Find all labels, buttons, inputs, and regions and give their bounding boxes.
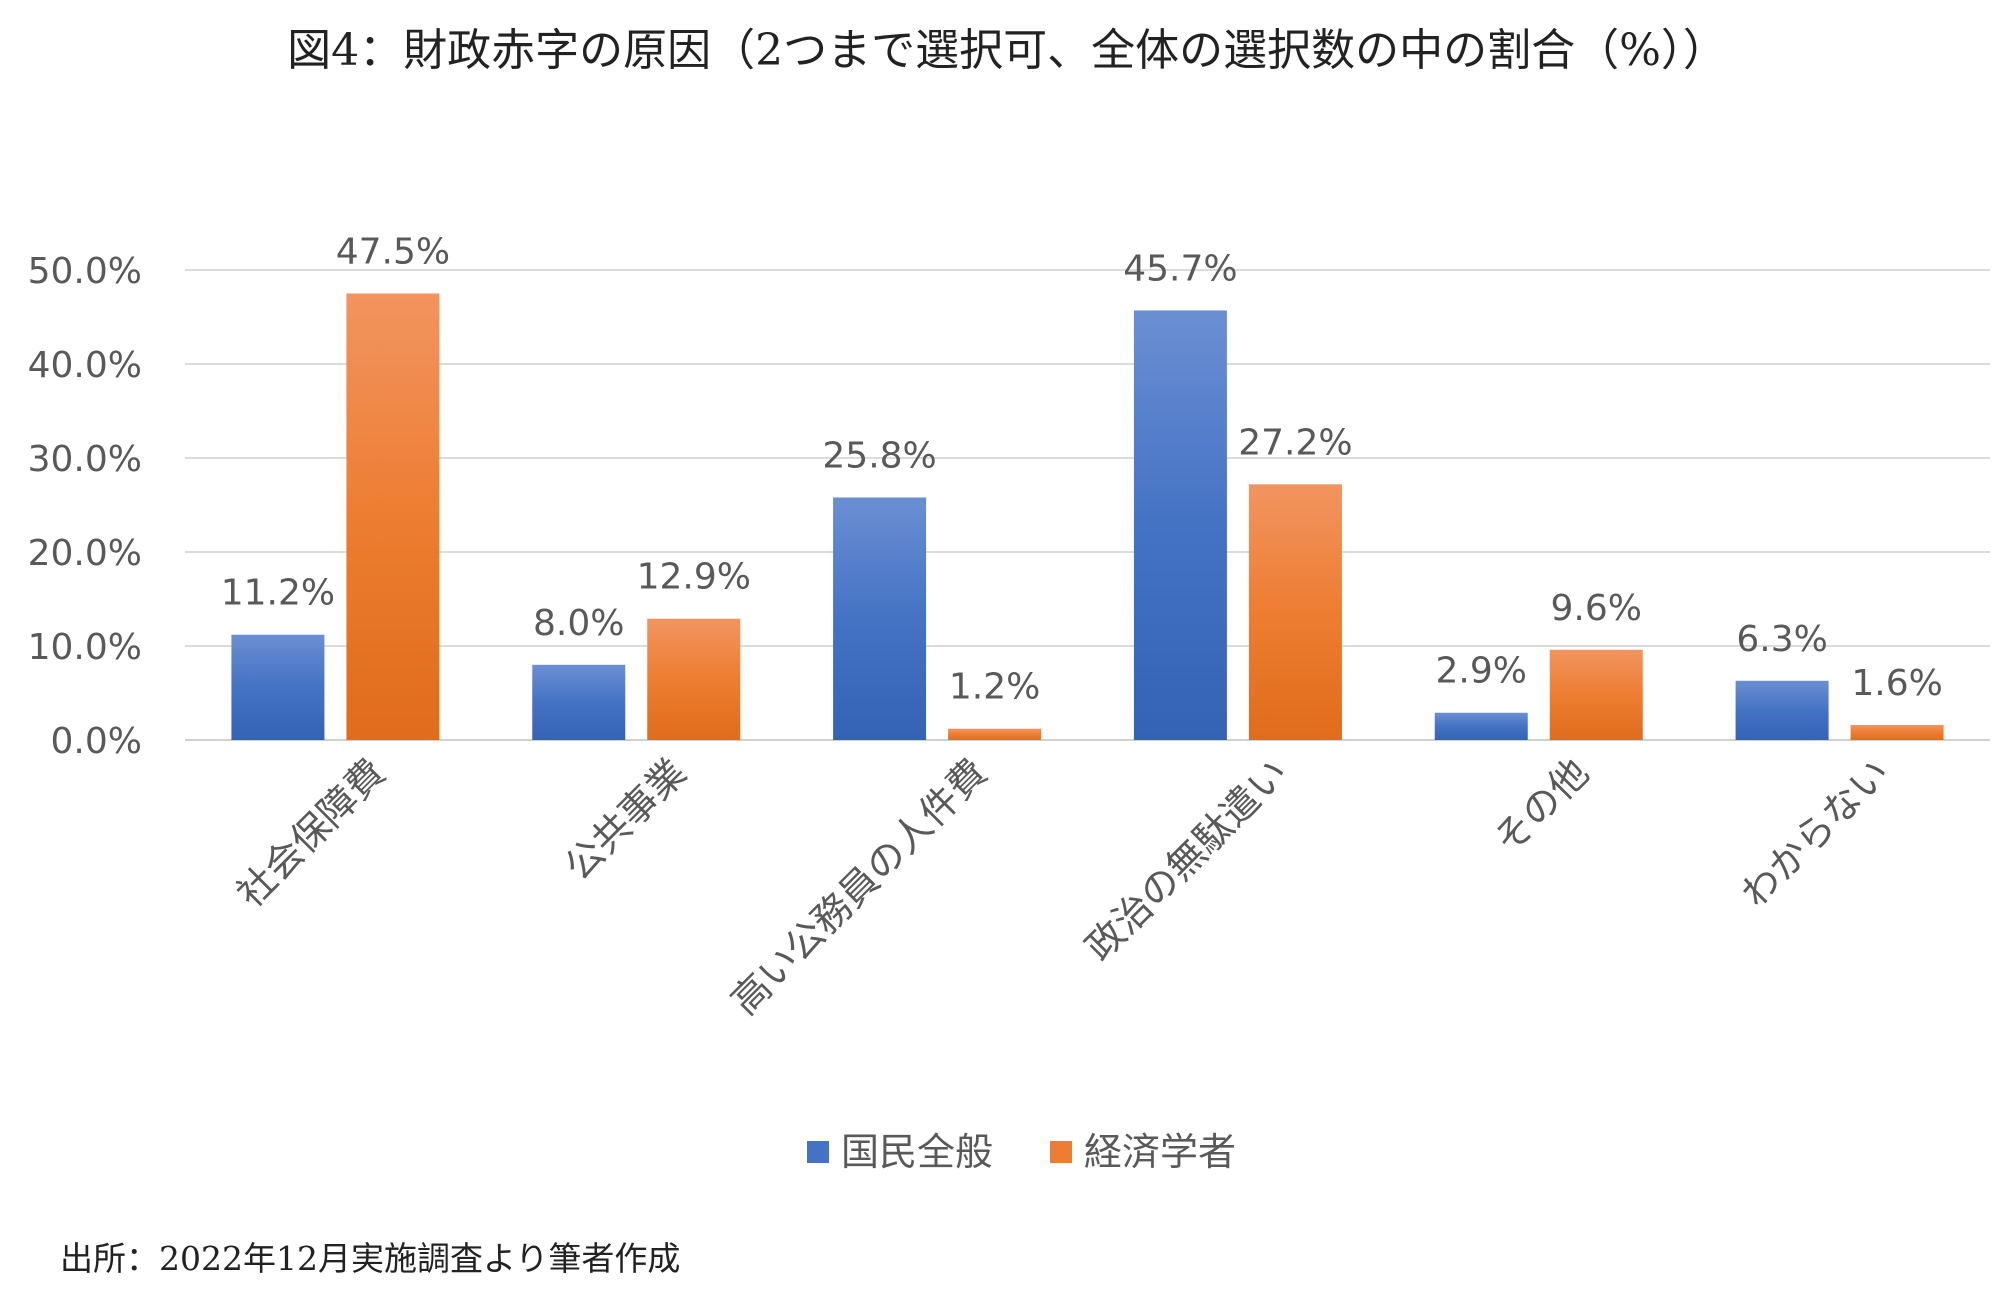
y-tick-label: 0.0%: [51, 721, 142, 762]
category-label: 社会保障費: [228, 750, 393, 915]
y-tick-label: 20.0%: [28, 533, 142, 574]
y-tick-label: 30.0%: [28, 439, 142, 480]
bar-general-public: [1735, 680, 1829, 740]
bar-general-public: [1434, 712, 1528, 740]
legend-swatch: [807, 1141, 829, 1163]
bar-economists: [1850, 724, 1944, 740]
bars: [231, 293, 1944, 740]
y-tick-label: 50.0%: [28, 251, 142, 292]
bar-economists: [346, 293, 440, 740]
bar-general-public: [231, 634, 325, 740]
category-labels: 社会保障費 公共事業 高い公務員の人件費 政治の無駄遣い その他 わからない: [228, 750, 1898, 1023]
chart-title: 図4：財政赤字の原因（2つまで選択可、全体の選択数の中の割合（%））: [287, 25, 1727, 76]
data-labels: 11.2% 47.5% 8.0% 12.9% 25.8% 1.2% 45.7% 27.2% 2.…: [221, 232, 1943, 708]
source-note: 出所：2022年12月実施調査より筆者作成: [60, 1239, 681, 1278]
data-label: 45.7%: [1123, 248, 1237, 289]
legend: 国民全般 経済学者: [807, 1130, 1236, 1174]
data-label: 47.5%: [336, 232, 450, 273]
bar-economists: [948, 728, 1042, 740]
data-label: 6.3%: [1736, 619, 1827, 660]
y-tick-label: 10.0%: [28, 627, 142, 668]
category-label: 政治の無駄遣い: [1077, 750, 1296, 969]
data-label: 9.6%: [1551, 588, 1642, 629]
bar-economists: [1248, 484, 1342, 740]
data-label: 1.2%: [949, 667, 1040, 708]
bar-economists: [647, 618, 741, 740]
data-label: 1.6%: [1851, 663, 1942, 704]
data-label: 25.8%: [822, 435, 936, 476]
y-tick-label: 40.0%: [28, 345, 142, 386]
data-label: 27.2%: [1238, 422, 1352, 463]
y-axis-ticks: 0.0% 10.0% 20.0% 30.0% 40.0% 50.0%: [28, 251, 142, 762]
data-label: 12.9%: [637, 557, 751, 598]
bar-general-public: [532, 664, 626, 740]
data-label: 8.0%: [533, 603, 624, 644]
bar-economists: [1549, 649, 1643, 740]
gridlines: [185, 269, 1990, 741]
category-label: 公共事業: [556, 750, 695, 889]
bar-general-public: [1133, 310, 1227, 740]
data-label: 11.2%: [221, 573, 335, 614]
category-label: その他: [1485, 750, 1597, 862]
data-label: 2.9%: [1436, 651, 1527, 692]
bar-general-public: [833, 497, 927, 740]
legend-label: 国民全般: [841, 1130, 993, 1174]
legend-label: 経済学者: [1084, 1130, 1236, 1174]
category-label: わからない: [1732, 750, 1897, 915]
category-label: 高い公務員の人件費: [722, 750, 995, 1023]
legend-swatch: [1050, 1141, 1072, 1163]
